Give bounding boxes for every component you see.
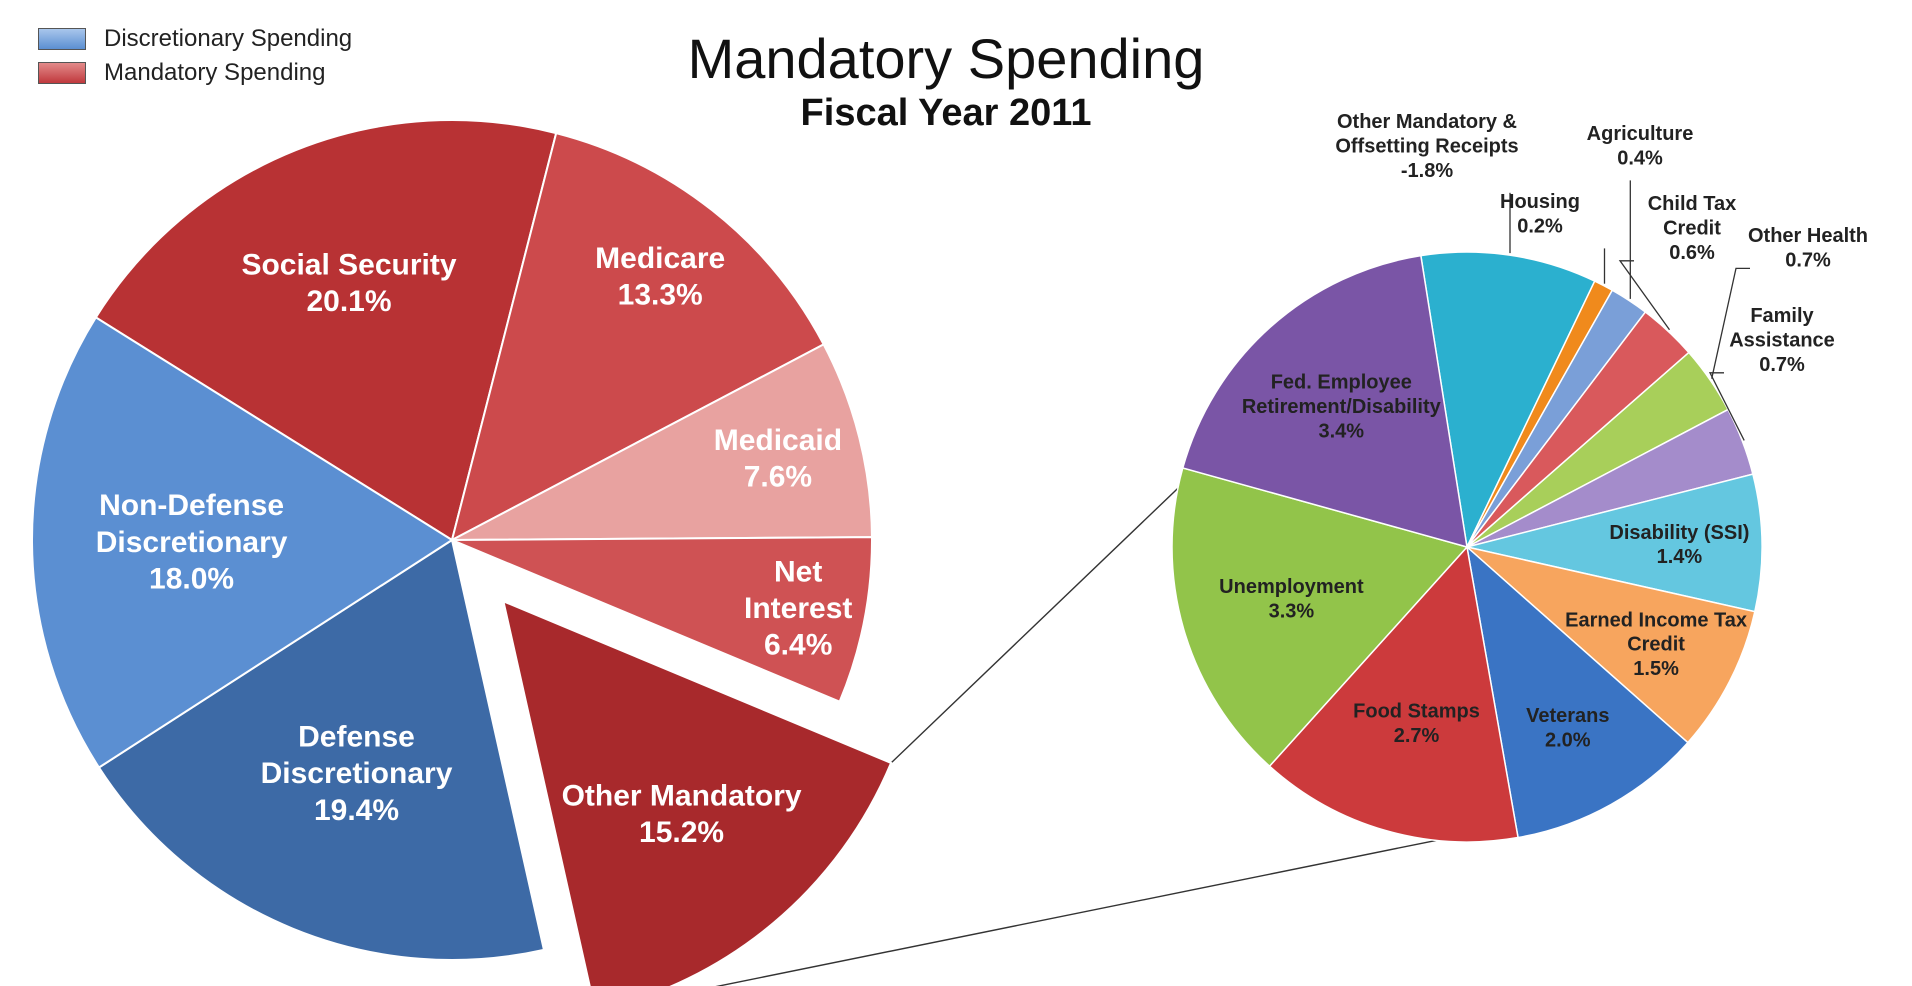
- label-disability-ssi: Disability (SSI) 1.4%: [1609, 522, 1749, 568]
- breakdown-pie: [1171, 251, 1763, 843]
- main-pie: [31, 119, 893, 986]
- legend-label-mandatory: Mandatory Spending: [104, 59, 326, 86]
- legend-item-mandatory: Mandatory Spending: [38, 56, 352, 90]
- label-medicaid: Medicaid 7.6%: [714, 424, 842, 494]
- slice-other-mandatory: [502, 599, 893, 986]
- legend-swatch-mandatory: [38, 62, 86, 84]
- label-other-health: Other Health 0.7%: [1748, 225, 1868, 271]
- breakdown-pie-labels: Disability (SSI) 1.4% Earned Income Tax Cre…: [1219, 111, 1868, 751]
- label-medicare: Medicare 13.3%: [595, 242, 725, 312]
- label-food-stamps: Food Stamps 2.7%: [1353, 701, 1480, 747]
- label-social-security: Social Security 20.1%: [241, 248, 456, 318]
- slice-medicaid: [451, 343, 873, 541]
- slice-fed-employee-retirement-disability: [1181, 254, 1468, 549]
- label-fed-employee-retirement-disability: Fed. Employee Retirement/Disability 3.4%: [1242, 372, 1442, 443]
- label-defense-discretionary: Defense Discretionary 19.4%: [261, 721, 453, 827]
- leader-line-family-assistance: [1708, 372, 1745, 441]
- slice-food-stamps: [1268, 545, 1519, 843]
- label-veterans: Veterans 2.0%: [1526, 705, 1609, 751]
- legend-item-discretionary: Discretionary Spending: [38, 22, 352, 56]
- slice-net-interest: [451, 536, 873, 703]
- label-unemployment: Unemployment 3.3%: [1219, 576, 1364, 622]
- slice-defense-discretionary: [97, 538, 546, 961]
- legend-label-discretionary: Discretionary Spending: [104, 25, 353, 52]
- label-family-assistance: Family Assistance 0.7%: [1729, 305, 1835, 376]
- slice-unemployment: [1171, 467, 1469, 768]
- leader-line-child-tax-credit: [1618, 260, 1671, 331]
- label-agriculture: Agriculture 0.4%: [1587, 123, 1694, 169]
- connector-line-bottom: [715, 839, 1437, 986]
- legend: Discretionary Spending Mandatory Spendin…: [38, 22, 352, 90]
- chart-subtitle: Fiscal Year 2011: [800, 92, 1092, 134]
- slice-non-defense-discretionary: [31, 316, 454, 769]
- label-child-tax-credit: Child Tax Credit 0.6%: [1648, 193, 1737, 264]
- slice-medicare: [450, 131, 826, 542]
- slice-disability-ssi: [1466, 473, 1763, 613]
- slice-other-mandatory-offsetting-receipts: [1419, 251, 1596, 550]
- label-net-interest: Net Interest 6.4%: [744, 555, 852, 661]
- label-other-mandatory: Other Mandatory 15.2%: [562, 779, 802, 849]
- slice-veterans: [1465, 545, 1689, 839]
- label-earned-income-tax-credit: Earned Income Tax Credit 1.5%: [1565, 609, 1747, 680]
- main-pie-labels: Social Security 20.1% Medicare 13.3% Medicai…: [96, 242, 853, 849]
- slice-social-security: [94, 119, 558, 542]
- leader-line-other-health: [1711, 267, 1750, 379]
- label-other-mandatory-offsetting-receipts: Other Mandatory & Offsetting Receipts -1.8…: [1335, 111, 1518, 182]
- label-housing: Housing 0.2%: [1500, 191, 1580, 237]
- label-non-defense-discretionary: Non-Defense Discretionary 18.0%: [96, 489, 288, 595]
- legend-swatch-discretionary: [38, 28, 86, 50]
- chart-title: Mandatory Spending: [687, 27, 1205, 90]
- slice-earned-income-tax-credit: [1466, 546, 1756, 744]
